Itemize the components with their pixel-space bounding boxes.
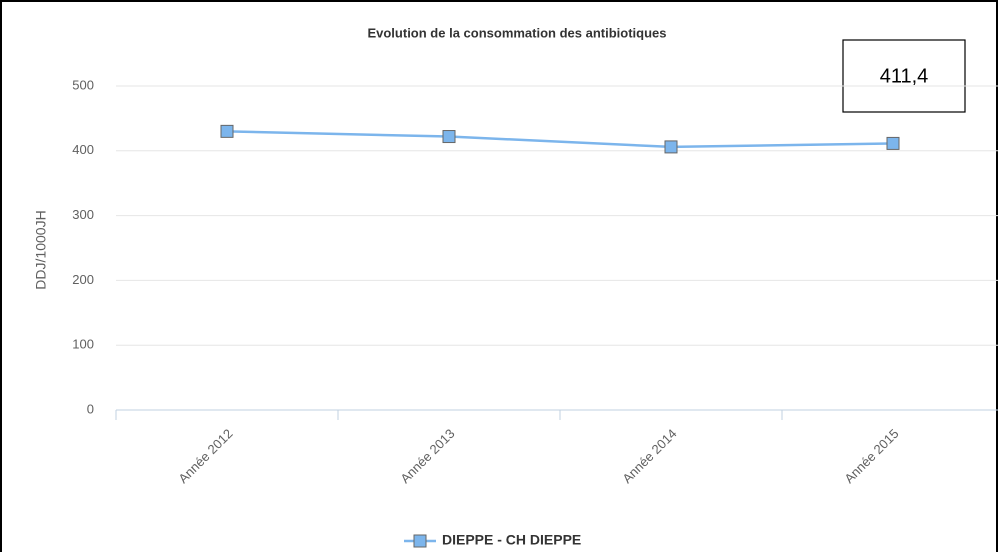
y-tick-label: 500 [72,77,94,92]
marker [886,136,900,150]
legend-marker [413,534,427,548]
y-tick-label: 0 [87,401,94,416]
y-tick-label: 200 [72,272,94,287]
chart-title: Evolution de la consommation des antibio… [367,25,666,40]
marker [664,140,678,154]
legend-label: DIEPPE - CH DIEPPE [442,532,581,548]
marker [220,124,234,138]
y-axis-label: DDJ/1000JH [33,210,49,289]
series-line [226,130,894,149]
y-tick-label: 400 [72,142,94,157]
marker [442,130,456,144]
annotation: 411,4 [880,65,929,87]
y-tick-label: 100 [72,337,94,352]
y-tick-label: 300 [72,207,94,222]
annotation-box [842,39,966,113]
